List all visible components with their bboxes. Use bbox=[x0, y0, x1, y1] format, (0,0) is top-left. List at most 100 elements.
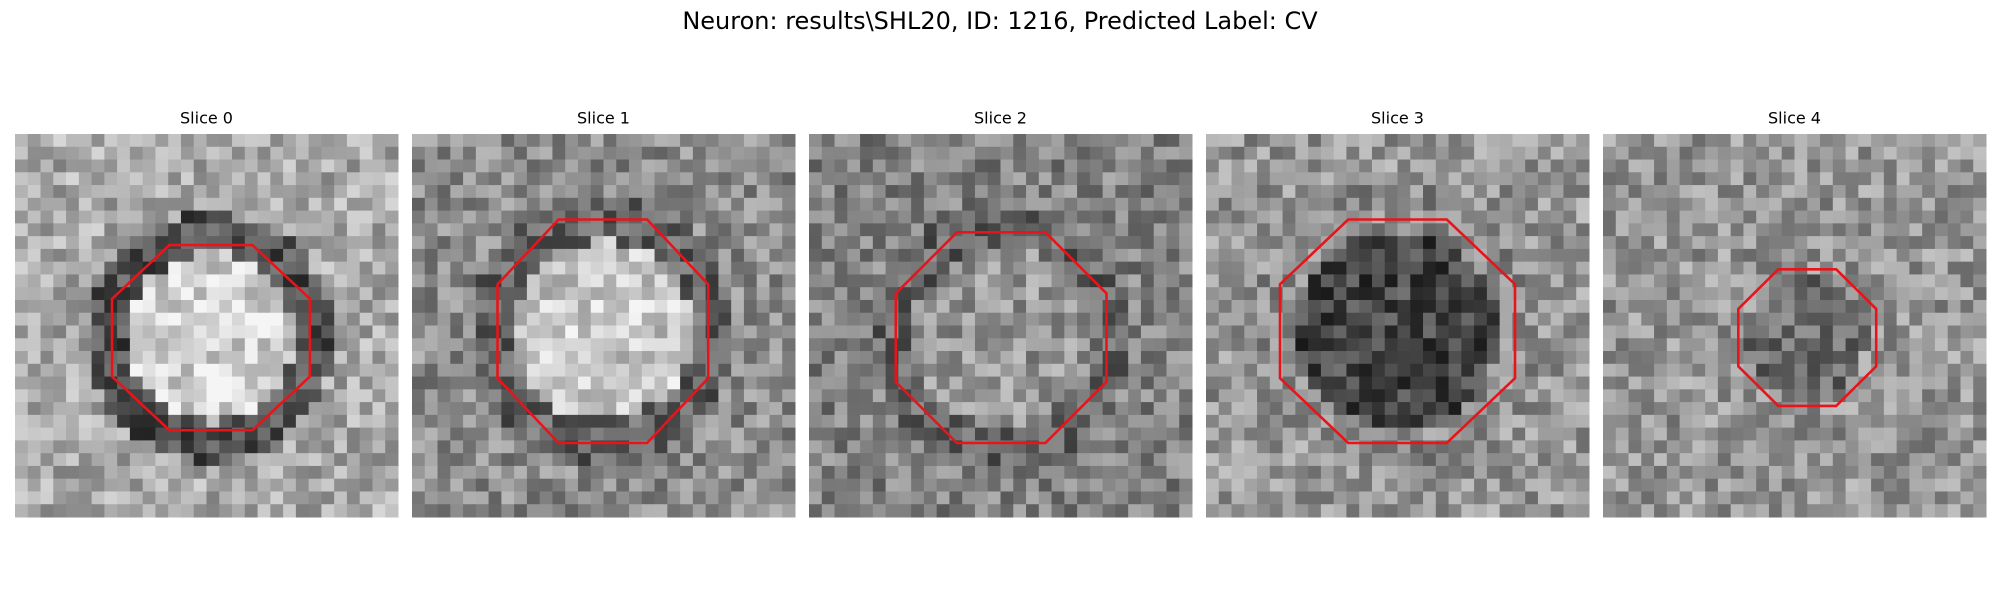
pixel bbox=[437, 299, 451, 314]
pixel bbox=[40, 146, 54, 161]
pixel bbox=[1474, 146, 1488, 161]
pixel bbox=[295, 172, 310, 186]
pixel bbox=[1461, 172, 1475, 186]
pixel bbox=[847, 325, 861, 339]
pixel bbox=[475, 312, 490, 326]
pixel bbox=[616, 363, 630, 378]
pixel bbox=[936, 146, 950, 161]
pixel bbox=[180, 325, 195, 339]
pixel bbox=[1026, 274, 1040, 288]
pixel bbox=[1128, 351, 1142, 365]
pixel bbox=[565, 427, 579, 441]
pixel bbox=[346, 287, 361, 301]
pixel bbox=[1474, 134, 1488, 148]
pixel bbox=[1115, 491, 1129, 505]
pixel bbox=[769, 299, 783, 314]
pixel bbox=[1537, 338, 1552, 352]
pixel bbox=[654, 440, 668, 454]
pixel bbox=[1179, 402, 1193, 416]
pixel bbox=[1615, 248, 1630, 263]
pixel bbox=[437, 427, 451, 441]
pixel bbox=[1615, 223, 1630, 237]
pixel bbox=[1654, 453, 1668, 467]
pixel bbox=[1525, 261, 1539, 275]
pixel bbox=[731, 325, 745, 339]
pixel bbox=[1308, 478, 1322, 492]
pixel bbox=[1537, 427, 1552, 441]
contour bbox=[496, 218, 710, 445]
pixel bbox=[782, 338, 796, 352]
pixel bbox=[552, 414, 566, 429]
pixel bbox=[987, 146, 1001, 161]
pixel bbox=[616, 389, 630, 403]
pixel bbox=[321, 236, 335, 250]
pixel bbox=[1448, 312, 1462, 326]
pixel bbox=[1537, 159, 1552, 173]
pixel bbox=[552, 376, 566, 390]
pixel bbox=[1705, 402, 1719, 416]
pixel bbox=[1654, 261, 1668, 275]
pixel bbox=[1410, 185, 1424, 199]
pixel bbox=[450, 172, 464, 186]
pixel bbox=[359, 478, 373, 492]
pixel bbox=[616, 248, 630, 263]
pixel bbox=[526, 172, 541, 186]
pixel bbox=[526, 465, 541, 480]
pixel bbox=[1845, 312, 1859, 326]
pixel bbox=[1628, 363, 1642, 378]
pixel bbox=[1333, 274, 1347, 288]
pixel bbox=[1140, 134, 1155, 148]
pixel bbox=[860, 172, 874, 186]
pixel bbox=[501, 402, 515, 416]
pixel bbox=[78, 236, 93, 250]
pixel bbox=[180, 440, 195, 454]
pixel bbox=[1218, 172, 1233, 186]
pixel bbox=[385, 376, 399, 390]
pixel bbox=[1947, 172, 1961, 186]
pixel bbox=[680, 274, 694, 288]
pixel bbox=[641, 504, 656, 518]
pixel bbox=[603, 427, 617, 441]
pixel bbox=[1140, 146, 1155, 161]
pixel bbox=[756, 312, 770, 326]
pixel bbox=[1206, 325, 1220, 339]
pixel bbox=[1820, 351, 1834, 365]
pixel bbox=[15, 274, 29, 288]
pixel bbox=[1346, 146, 1360, 161]
pixel bbox=[1934, 210, 1949, 224]
pixel bbox=[1474, 197, 1488, 212]
pixel bbox=[1871, 325, 1885, 339]
pixel bbox=[1371, 414, 1386, 429]
pixel bbox=[1679, 363, 1693, 378]
pixel bbox=[334, 172, 348, 186]
pixel bbox=[1448, 351, 1462, 365]
pixel bbox=[1359, 491, 1373, 505]
pixel bbox=[334, 440, 348, 454]
pixel bbox=[911, 287, 925, 301]
pixel bbox=[91, 299, 105, 314]
pixel bbox=[1883, 414, 1898, 429]
pixel bbox=[244, 504, 259, 518]
pixel bbox=[1641, 440, 1655, 454]
pixel bbox=[1218, 338, 1233, 352]
pixel bbox=[1384, 274, 1398, 288]
pixel bbox=[334, 210, 348, 224]
pixel bbox=[1512, 236, 1526, 250]
pixel bbox=[1461, 427, 1475, 441]
pixel bbox=[488, 376, 502, 390]
pixel bbox=[1883, 185, 1898, 199]
pixel bbox=[1397, 274, 1411, 288]
pixel bbox=[872, 338, 887, 352]
pixel bbox=[1820, 299, 1834, 314]
pixel bbox=[206, 172, 220, 186]
pixel bbox=[1537, 389, 1552, 403]
pixel bbox=[1883, 351, 1898, 365]
pixel bbox=[385, 402, 399, 416]
pixel bbox=[1947, 440, 1961, 454]
pixel bbox=[180, 197, 195, 212]
pixel bbox=[987, 287, 1001, 301]
pixel bbox=[295, 146, 310, 161]
pixel bbox=[219, 146, 233, 161]
pixel bbox=[1384, 236, 1398, 250]
pixel bbox=[1448, 248, 1462, 263]
